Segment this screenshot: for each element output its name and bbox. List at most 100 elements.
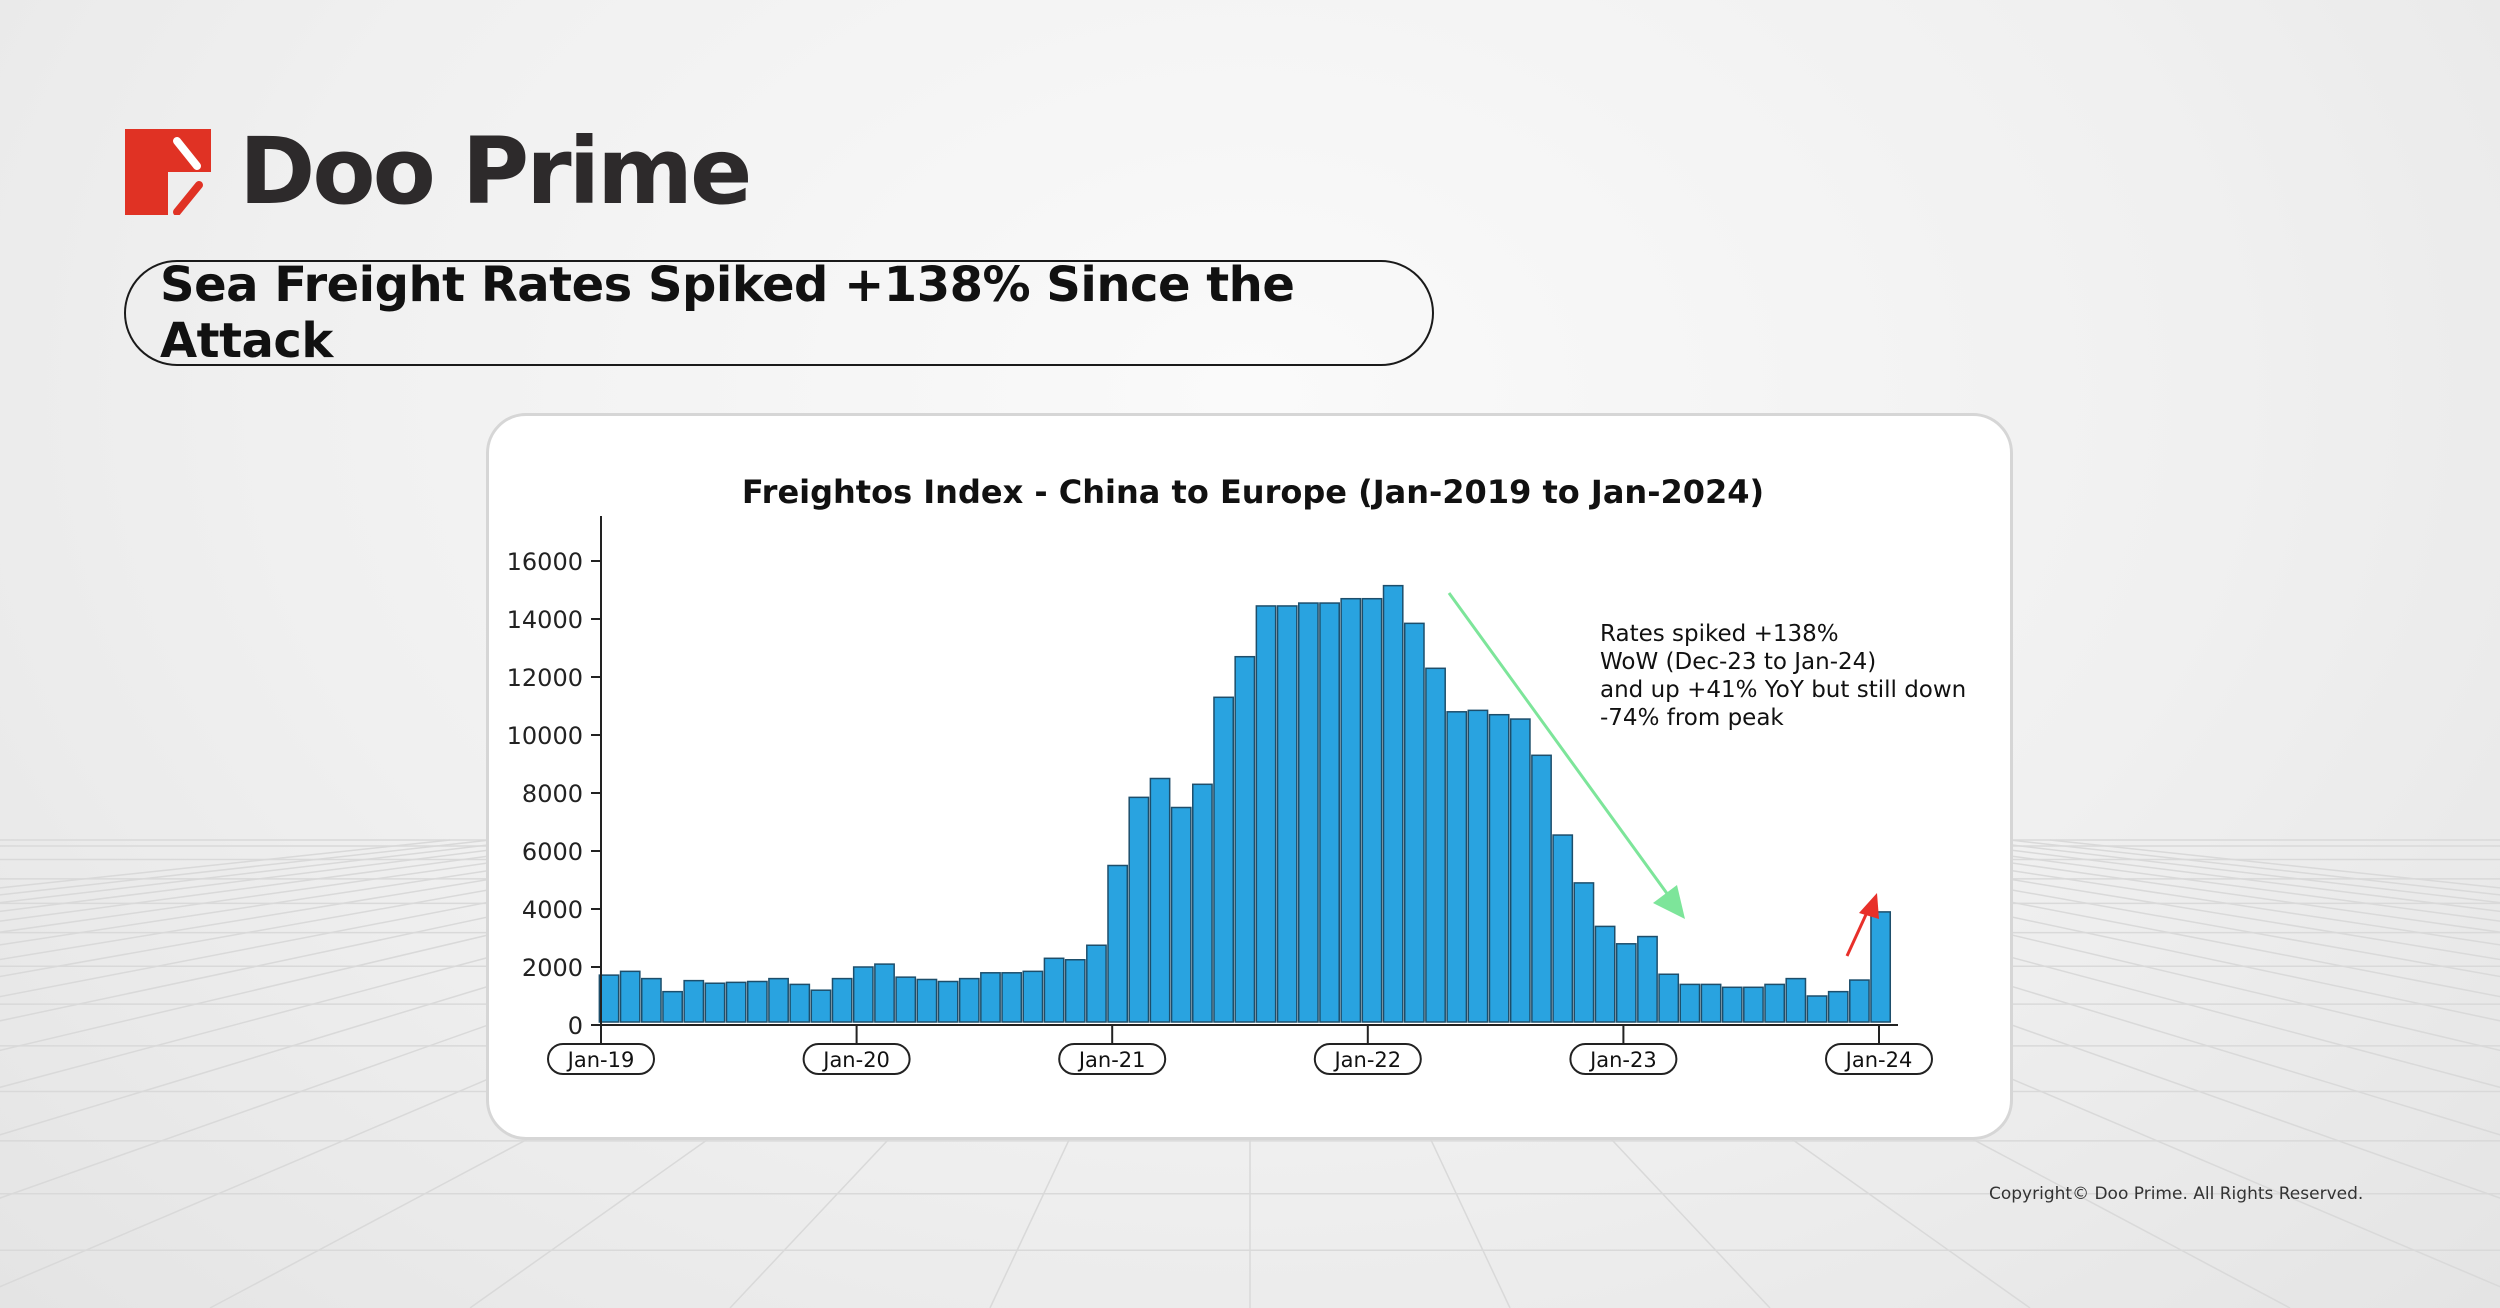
bar-May-22 [1446,711,1468,1023]
bar-Feb-20 [874,963,895,1023]
bar-Feb-21 [1128,796,1150,1023]
headline-pill: Sea Freight Rates Spiked +138% Since the… [124,257,1434,369]
bar-Sep-23 [1785,977,1807,1023]
x-tick-label: Jan-23 [1588,1048,1657,1072]
bar-Dec-23 [1849,979,1870,1023]
bar-Oct-22 [1552,834,1574,1023]
annotation-line: and up +41% YoY but still down [1600,677,1966,703]
x-tick-pill [802,1043,911,1075]
bar-Jun-21 [1213,696,1235,1023]
grid-line [2009,839,2500,896]
bar-Sep-19 [768,977,789,1023]
grid-line [0,839,731,961]
spike-arrow-head [1859,893,1879,919]
bar-Aug-19 [746,980,768,1023]
bar-Apr-19 [662,990,683,1023]
bar-Dec-19 [831,977,853,1023]
grid-line [0,839,811,998]
grid-line [0,839,851,1022]
bar-Apr-22 [1425,667,1446,1023]
grid-line [0,839,611,922]
bar-Jul-21 [1234,655,1256,1023]
bar-Jul-22 [1488,713,1510,1023]
bar-May-23 [1700,983,1722,1023]
bar-Mar-23 [1658,973,1680,1023]
chart-title: Freightos Index - China to Europe (Jan-2… [742,473,1764,511]
annotation-line: WoW (Dec-23 to Jan-24) [1600,649,1876,675]
bar-Dec-20 [1086,944,1107,1023]
bar-Aug-21 [1255,605,1277,1023]
copyright: Copyright© Doo Prime. All Rights Reserve… [1989,1184,2364,1204]
brand-name: Doo Prime [239,118,752,225]
bar-Apr-23 [1679,983,1701,1023]
annotation-line: Rates spiked +138% [1600,621,1839,647]
bar-Dec-22 [1594,925,1616,1023]
bar-Aug-22 [1509,718,1531,1023]
bar-Aug-20 [1001,972,1023,1023]
bar-Nov-20 [1064,959,1086,1023]
bar-Nov-21 [1319,602,1340,1023]
bar-Jun-19 [704,982,726,1023]
headline: Sea Freight Rates Spiked +138% Since the… [160,257,1295,369]
y-tick-label: 0 [568,1012,583,1040]
bar-Jan-23 [1615,943,1637,1023]
bar-Nov-22 [1573,882,1595,1023]
bar-Nov-23 [1827,990,1849,1023]
bar-Jan-21 [1107,864,1129,1023]
freight-chart: Freightos Index - China to Europe (Jan-2… [507,473,1966,1075]
bar-Sep-20 [1022,970,1044,1023]
annotation-line: -74% from peak [1600,705,1784,731]
bar-Feb-19 [619,970,641,1023]
x-tick-pill [1569,1043,1678,1075]
x-tick-pill [1058,1043,1167,1075]
bar-Jul-23 [1743,986,1764,1023]
bar-Oct-20 [1043,957,1065,1023]
bar-Feb-23 [1637,935,1658,1023]
y-tick-label: 6000 [522,838,583,866]
x-tick-label: Jan-20 [821,1048,890,1072]
x-tick-label: Jan-24 [1844,1048,1913,1072]
bar-Jan-20 [852,966,874,1023]
bar-Jul-20 [980,972,1001,1023]
bar-Jan-22 [1361,597,1383,1023]
bar-Mar-21 [1149,777,1171,1023]
bar-May-19 [683,979,705,1023]
bar-Jun-23 [1721,986,1743,1023]
grid-line [1769,839,2500,961]
decline-arrow-head [1653,885,1685,919]
y-tick-label: 8000 [522,780,583,808]
grid-line [1689,839,2500,998]
bar-Feb-22 [1382,584,1404,1023]
bar-Oct-21 [1297,602,1319,1023]
y-tick-label: 10000 [507,722,583,750]
grid-line [0,839,651,933]
x-tick-pill [1825,1043,1933,1075]
doo-prime-logo: Doo Prime [125,118,752,225]
chart-card: Freightos Index - China to Europe (Jan-2… [486,413,2013,1140]
x-tick-pill [547,1043,655,1075]
bar-Aug-23 [1764,983,1786,1023]
grid-line [1849,839,2500,933]
spike-arrow [1845,907,1871,957]
x-tick-label: Jan-19 [566,1048,635,1072]
bar-Jun-22 [1467,709,1489,1023]
bar-Sep-21 [1276,605,1298,1023]
x-tick-label: Jan-22 [1332,1048,1401,1072]
grid-line [0,839,491,896]
y-tick-label: 2000 [522,954,583,982]
bar-Mar-20 [895,976,917,1023]
x-tick-label: Jan-21 [1077,1048,1146,1072]
bar-Mar-22 [1403,622,1425,1023]
grid-line [1809,839,2500,946]
grid-line [1649,839,2500,1022]
y-tick-label: 4000 [522,896,583,924]
bar-May-21 [1192,783,1213,1023]
bar-Oct-23 [1806,995,1828,1023]
y-tick-label: 14000 [507,606,583,634]
bar-Mar-19 [640,977,662,1023]
bar-Dec-21 [1340,597,1362,1023]
doo-prime-logo-icon [125,129,211,215]
y-tick-label: 12000 [507,664,583,692]
bar-Apr-21 [1170,806,1192,1023]
bar-May-20 [937,980,959,1023]
